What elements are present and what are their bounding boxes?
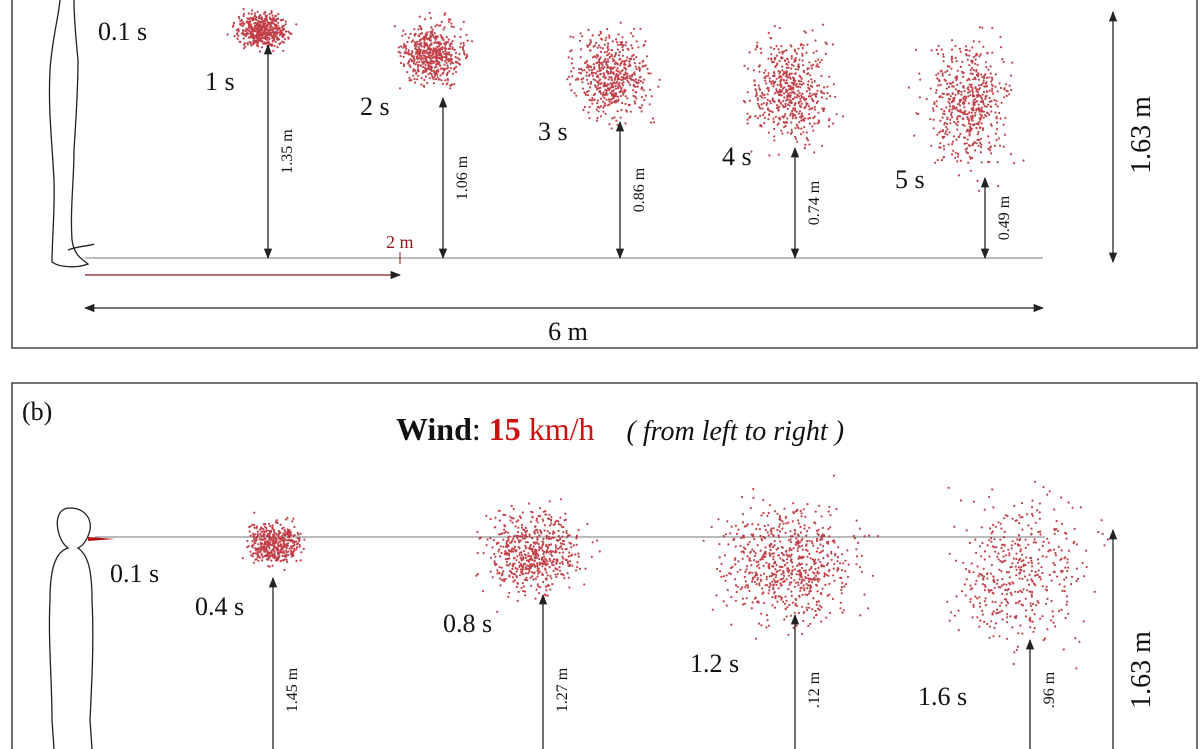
droplet-cloud bbox=[907, 26, 1025, 192]
height-label: 1.35 m bbox=[279, 129, 296, 174]
person-outline-b bbox=[48, 507, 94, 749]
height-label: 0.74 m bbox=[806, 180, 823, 225]
time-label: 2 s bbox=[360, 92, 390, 121]
time-label: 1 s bbox=[205, 67, 235, 96]
person-height-b: 1.63 m bbox=[1126, 631, 1157, 709]
time-label: 0.8 s bbox=[443, 609, 492, 638]
wind-direction: ( from left to right ) bbox=[627, 416, 845, 447]
panel-b-frame bbox=[11, 382, 1198, 749]
wind-unit: km/h bbox=[529, 411, 595, 447]
wind-title: Wind: 15 km/h ( from left to right ) bbox=[396, 411, 844, 447]
person-outline bbox=[48, 0, 90, 268]
height-label: 1.27 m bbox=[554, 667, 571, 712]
wind-speed: 15 bbox=[489, 411, 521, 447]
droplet-cloud bbox=[241, 511, 306, 572]
person-height: 1.63 m bbox=[1126, 96, 1157, 174]
height-label: 0.86 m bbox=[631, 167, 648, 212]
start-time: 0.1 s bbox=[98, 17, 147, 46]
start-time-b: 0.1 s bbox=[110, 559, 159, 588]
height-label: .96 m bbox=[1041, 671, 1058, 708]
droplet-cloud bbox=[393, 11, 474, 90]
height-label: 1.45 m bbox=[284, 667, 301, 712]
height-label: .12 m bbox=[806, 671, 823, 708]
time-label: 1.2 s bbox=[690, 649, 739, 678]
time-label: 0.4 s bbox=[195, 592, 244, 621]
height-label: 0.49 m bbox=[996, 195, 1013, 240]
wind-word: Wind bbox=[396, 411, 472, 447]
person-foot bbox=[67, 243, 95, 251]
droplet-cloud bbox=[475, 498, 601, 613]
distance-marker: 2 m bbox=[386, 232, 414, 252]
droplet-cloud bbox=[946, 480, 1109, 670]
time-label: 5 s bbox=[895, 165, 925, 194]
time-label: 4 s bbox=[722, 142, 752, 171]
height-label: 1.06 m bbox=[454, 155, 471, 200]
emission bbox=[88, 537, 115, 541]
droplet-cloud bbox=[742, 23, 845, 157]
total-distance: 6 m bbox=[548, 317, 588, 346]
time-label: 1.6 s bbox=[918, 682, 967, 711]
droplet-cloud bbox=[566, 21, 661, 130]
panel-label: (b) bbox=[22, 397, 52, 426]
time-label: 3 s bbox=[538, 117, 568, 146]
panel-a-frame bbox=[11, 0, 1198, 349]
colon: : bbox=[472, 411, 481, 447]
droplet-cloud bbox=[702, 474, 880, 640]
droplet-cloud bbox=[226, 7, 298, 53]
